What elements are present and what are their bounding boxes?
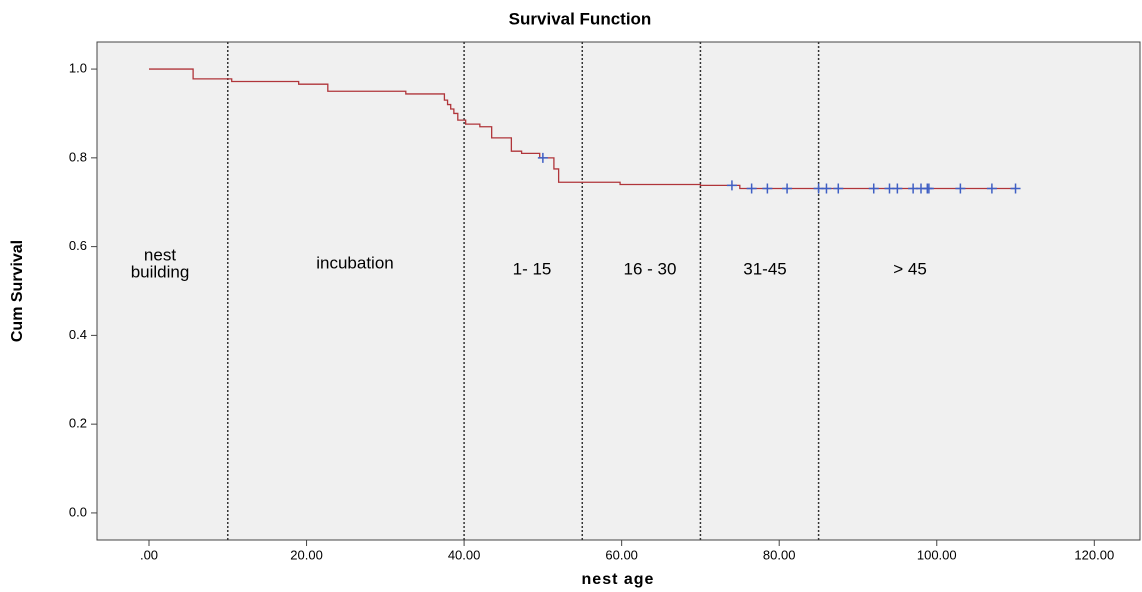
censor-mark <box>746 183 757 194</box>
censor-mark <box>868 183 879 194</box>
annotation: 16 - 30 <box>624 259 677 278</box>
censor-mark <box>1010 183 1021 194</box>
y-axis-label: Cum Survival <box>9 240 26 342</box>
x-tick-label: 80.00 <box>763 547 796 562</box>
y-tick-label: 0.4 <box>69 327 87 342</box>
y-tick-label: 0.0 <box>69 504 87 519</box>
censor-mark <box>726 180 737 191</box>
survival-line <box>148 68 1016 190</box>
y-tick-label: 0.2 <box>69 416 87 431</box>
y-tick-label: 1.0 <box>69 61 87 76</box>
annotation: 31-45 <box>743 259 786 278</box>
x-tick-label: 20.00 <box>290 547 323 562</box>
chart-title: Survival Function <box>509 9 652 28</box>
x-axis-label: nest age <box>582 571 655 588</box>
annotation: building <box>131 262 190 281</box>
annotation: > 45 <box>893 259 927 278</box>
censor-mark <box>782 183 793 194</box>
x-tick-label: 60.00 <box>605 547 638 562</box>
censor-mark <box>892 183 903 194</box>
censor-mark <box>955 183 966 194</box>
censor-mark <box>821 183 832 194</box>
annotation: incubation <box>316 253 394 272</box>
x-tick-label: .00 <box>140 547 158 562</box>
censor-mark <box>923 183 934 194</box>
y-tick-label: 0.8 <box>69 149 87 164</box>
x-tick-label: 40.00 <box>448 547 481 562</box>
annotation: 1- 15 <box>513 259 552 278</box>
censor-mark <box>762 183 773 194</box>
censor-mark <box>537 152 548 163</box>
y-tick-label: 0.6 <box>69 238 87 253</box>
censor-mark <box>833 183 844 194</box>
x-tick-label: 100.00 <box>917 547 957 562</box>
x-tick-label: 120.00 <box>1074 547 1114 562</box>
plot-area <box>96 41 1141 541</box>
annotation: nest <box>144 245 176 264</box>
censor-mark <box>986 183 997 194</box>
